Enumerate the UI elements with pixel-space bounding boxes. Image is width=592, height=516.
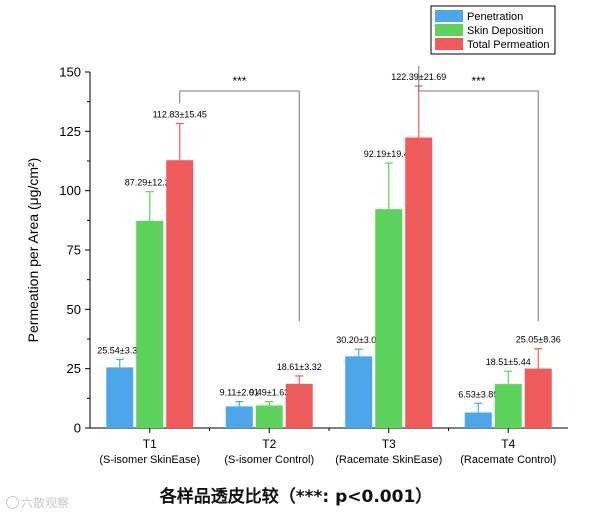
y-tick-label: 125 <box>59 124 81 139</box>
significance-label: *** <box>232 74 246 88</box>
bar <box>285 383 313 428</box>
x-tick-sublabel: (S-isomer SkinEase) <box>99 454 200 466</box>
data-label: 87.29±12.29 <box>125 178 175 188</box>
x-tick-label: T3 <box>382 437 396 451</box>
significance-bracket <box>179 90 300 322</box>
bar <box>166 160 194 428</box>
bar <box>464 412 492 428</box>
bar <box>136 220 164 428</box>
data-label: 9.11±2.01 <box>220 388 259 398</box>
bar <box>405 137 433 428</box>
watermark: 六散观察 <box>6 494 69 511</box>
legend-label: Penetration <box>467 11 523 23</box>
data-label: 30.20±3.00 <box>336 335 381 345</box>
x-tick-label: T1 <box>143 437 157 451</box>
significance-label: *** <box>471 74 485 88</box>
data-label: 112.83±15.45 <box>153 110 207 120</box>
bar <box>494 384 522 428</box>
legend-swatch <box>435 38 463 50</box>
data-label: 92.19±19.42 <box>364 149 414 159</box>
bar <box>225 406 253 428</box>
watermark-logo-icon <box>6 496 19 509</box>
significance-bracket <box>418 66 539 322</box>
x-tick-sublabel: (Racemate SkinEase) <box>335 454 442 466</box>
bar <box>345 356 373 428</box>
bar <box>524 368 552 428</box>
y-axis-label: Permeation per Area (μg/cm²) <box>25 158 41 343</box>
y-tick-label: 25 <box>67 361 81 376</box>
data-label: 18.51±5.44 <box>486 357 531 367</box>
data-label: 9.49±1.63 <box>249 388 289 398</box>
data-label: 25.05±8.36 <box>516 335 561 345</box>
bar <box>106 367 134 428</box>
y-tick-label: 100 <box>59 183 81 198</box>
legend-label: Skin Deposition <box>467 25 543 37</box>
data-label: 18.61±3.32 <box>277 362 322 372</box>
legend-label: Total Permeation <box>467 39 550 51</box>
bar <box>255 405 283 428</box>
data-label: 25.54±3.34 <box>97 345 142 355</box>
y-tick-label: 75 <box>67 243 81 258</box>
x-tick-sublabel: (Racemate Control) <box>460 454 556 466</box>
x-tick-label: T4 <box>501 437 515 451</box>
x-tick-label: T2 <box>262 437 276 451</box>
legend-swatch <box>435 24 463 36</box>
y-tick-label: 150 <box>59 65 81 80</box>
watermark-text: 六散观察 <box>21 496 70 510</box>
bar-chart: 0 25 50 75 100 125 150 Permeation per Area (μg/… <box>25 5 568 466</box>
y-tick-label: 0 <box>74 421 81 436</box>
legend-swatch <box>435 10 463 22</box>
data-label: 6.53±3.89 <box>458 389 498 399</box>
chart-caption: 各样品透皮比较（***: p<0.001） <box>159 487 433 507</box>
y-tick-label: 50 <box>67 302 81 317</box>
x-tick-sublabel: (S-isomer Control) <box>224 454 314 466</box>
bar <box>375 209 403 428</box>
